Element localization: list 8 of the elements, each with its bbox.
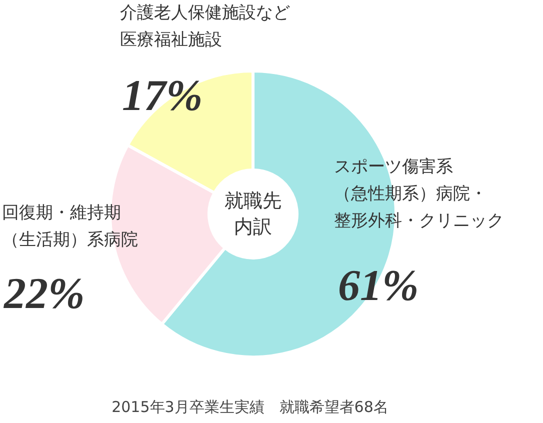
data-label: 61% [338,261,419,310]
slice-label: スポーツ傷害系（急性期系）病院・整形外科・クリニック [334,157,504,231]
slice-label: 介護老人保健施設など医療福祉施設 [120,3,290,50]
text: 2015年3月卒業生実績 就職希望者68名 [112,398,388,416]
text: 就職先内訳 [224,190,282,238]
data-label: 22% [3,269,85,318]
slice-label: 回復期・維持期（生活期）系病院 [2,203,138,250]
data-label: 17% [122,71,203,120]
